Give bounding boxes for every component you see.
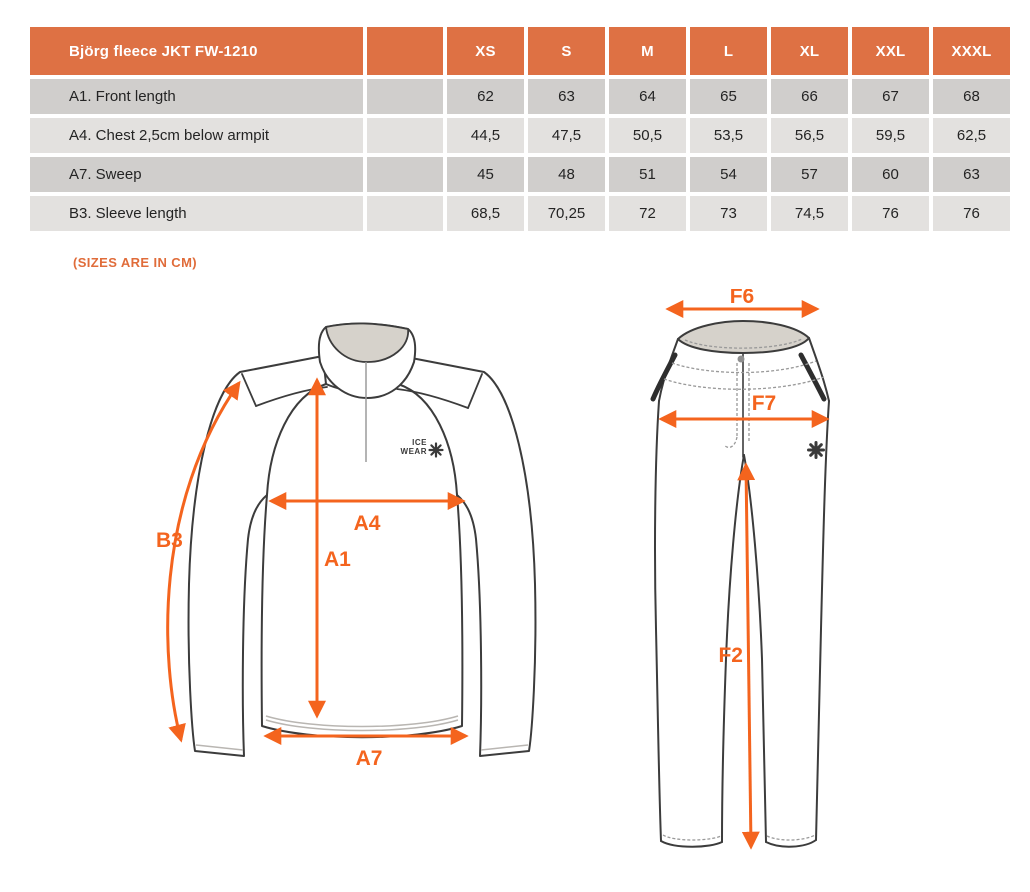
cell-value: 44,5	[447, 118, 524, 153]
cell-value: 72	[609, 196, 686, 231]
cell-value: 62	[447, 79, 524, 114]
row-label: B3. Sleeve length	[30, 196, 363, 231]
table-row: A7. Sweep 45 48 51 54 57 60 63	[30, 157, 1010, 192]
row-spacer	[367, 196, 443, 231]
waist-button	[737, 355, 745, 363]
pants-rosette-icon	[807, 441, 825, 459]
cell-value: 66	[771, 79, 848, 114]
label-F2: F2	[718, 644, 743, 667]
cell-value: 54	[690, 157, 767, 192]
cell-value: 70,25	[528, 196, 605, 231]
cell-value: 50,5	[609, 118, 686, 153]
size-header-xs: XS	[447, 27, 524, 75]
row-spacer	[367, 157, 443, 192]
cell-value: 74,5	[771, 196, 848, 231]
size-header-xxl: XXL	[852, 27, 929, 75]
label-F7: F7	[752, 392, 777, 415]
size-table: Björg fleece JKT FW-1210 XS S M L XL XXL…	[26, 23, 1014, 235]
sizes-unit-note: (SIZES ARE IN CM)	[73, 255, 198, 270]
label-F6: F6	[730, 289, 755, 308]
measurement-diagrams: ICE WEAR B3 A1 A4 A7	[26, 278, 1030, 892]
cell-value: 47,5	[528, 118, 605, 153]
cell-value: 63	[528, 79, 605, 114]
pants-diagram: F6 F7 F2	[650, 289, 830, 850]
table-row: B3. Sleeve length 68,5 70,25 72 73 74,5 …	[30, 196, 1010, 231]
size-header-m: M	[609, 27, 686, 75]
arrow-F2-inseam	[737, 462, 760, 850]
size-header-l: L	[690, 27, 767, 75]
cell-value: 45	[447, 157, 524, 192]
cell-value: 63	[933, 157, 1010, 192]
cell-value: 56,5	[771, 118, 848, 153]
logo-text-top: ICE	[412, 438, 427, 447]
cell-value: 62,5	[933, 118, 1010, 153]
cell-value: 60	[852, 157, 929, 192]
size-header-s: S	[528, 27, 605, 75]
cell-value: 67	[852, 79, 929, 114]
table-row: A4. Chest 2,5cm below armpit 44,5 47,5 5…	[30, 118, 1010, 153]
cell-value: 76	[852, 196, 929, 231]
label-A7: A7	[356, 747, 383, 770]
logo-text-bottom: WEAR	[401, 447, 427, 456]
cell-value: 48	[528, 157, 605, 192]
cell-value: 59,5	[852, 118, 929, 153]
cell-value: 51	[609, 157, 686, 192]
row-spacer	[367, 118, 443, 153]
cell-value: 76	[933, 196, 1010, 231]
row-label: A7. Sweep	[30, 157, 363, 192]
jacket-arrows	[166, 377, 469, 745]
waist-inner	[677, 320, 810, 354]
arrow-B3-sleeve-length	[166, 380, 241, 743]
table-header-row: Björg fleece JKT FW-1210 XS S M L XL XXL…	[30, 27, 1010, 75]
cell-value: 53,5	[690, 118, 767, 153]
cell-value: 68	[933, 79, 1010, 114]
size-header-xl: XL	[771, 27, 848, 75]
pants-arrows	[658, 300, 830, 850]
jacket-outline	[187, 322, 537, 757]
logo-rosette-icon	[428, 442, 444, 458]
label-B3: B3	[156, 529, 183, 552]
label-A1: A1	[324, 548, 351, 571]
row-label: A1. Front length	[30, 79, 363, 114]
pants-stitching	[662, 338, 825, 841]
cell-value: 68,5	[447, 196, 524, 231]
table-header-spacer	[367, 27, 443, 75]
pocket-openings	[650, 352, 827, 402]
cell-value: 57	[771, 157, 848, 192]
pants-outline	[654, 320, 830, 848]
table-title: Björg fleece JKT FW-1210	[30, 27, 363, 75]
icewear-logo: ICE WEAR	[401, 438, 444, 458]
row-label: A4. Chest 2,5cm below armpit	[30, 118, 363, 153]
collar-inner	[325, 322, 409, 363]
cell-value: 73	[690, 196, 767, 231]
label-A4: A4	[354, 512, 381, 535]
cell-value: 65	[690, 79, 767, 114]
size-header-xxxl: XXXL	[933, 27, 1010, 75]
jacket-diagram: ICE WEAR B3 A1 A4 A7	[156, 322, 537, 770]
row-spacer	[367, 79, 443, 114]
cell-value: 64	[609, 79, 686, 114]
table-row: A1. Front length 62 63 64 65 66 67 68	[30, 79, 1010, 114]
